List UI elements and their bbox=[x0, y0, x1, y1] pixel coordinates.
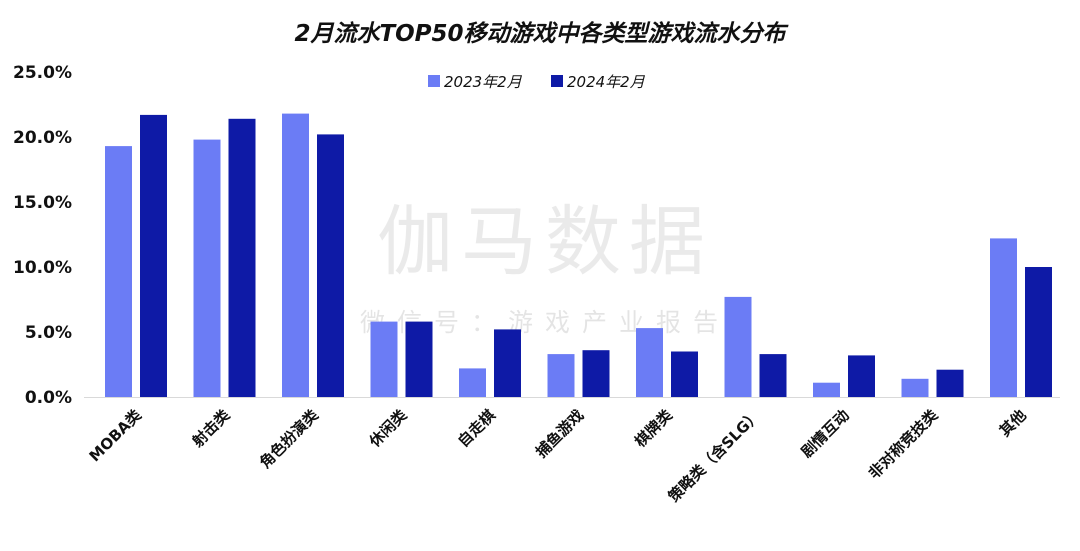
legend-swatch-2024 bbox=[551, 75, 563, 87]
bar-2024-8 bbox=[848, 355, 875, 397]
bar-2024-9 bbox=[936, 369, 964, 397]
x-category-label: 射击类 bbox=[188, 405, 234, 451]
x-category-label: 非对称竞技类 bbox=[865, 405, 942, 482]
y-axis-ticks: 0.0% 5.0% 10.0% 15.0% 20.0% 25.0% bbox=[13, 63, 72, 408]
bar-2023-1 bbox=[193, 139, 221, 397]
bar-2024-6 bbox=[671, 351, 698, 397]
x-category-label: 剧情互动 bbox=[798, 406, 853, 461]
bar-2024-7 bbox=[759, 354, 787, 397]
x-axis-labels: MOBA类 射击类 角色扮演类 休闲类 自走棋 捕鱼游戏 棋牌类策略类（含SLG） 剧情互动非… bbox=[86, 405, 1030, 506]
bar-2023-7 bbox=[724, 296, 752, 397]
x-category-label: 棋牌类 bbox=[631, 405, 676, 450]
x-category-label: 捕鱼游戏 bbox=[532, 406, 587, 461]
bar-2024-1 bbox=[228, 118, 256, 398]
bar-2023-9 bbox=[901, 378, 929, 397]
bar-2023-8 bbox=[813, 382, 840, 397]
bar-2023-0 bbox=[105, 146, 132, 397]
y-tick-label: 5.0% bbox=[25, 323, 72, 343]
chart-title: 2月流水TOP50移动游戏中各类型游戏流水分布 bbox=[294, 21, 789, 47]
bar-2024-2 bbox=[317, 134, 344, 397]
bar-2023-6 bbox=[636, 328, 663, 397]
x-category-label: 角色扮演类 bbox=[256, 405, 322, 471]
x-category-label: 休闲类 bbox=[365, 405, 411, 451]
y-tick-label: 0.0% bbox=[25, 388, 72, 408]
legend-swatch-2023 bbox=[428, 75, 440, 87]
bar-2023-2 bbox=[282, 113, 309, 397]
bar-2023-3 bbox=[370, 321, 398, 397]
bars bbox=[105, 113, 1052, 398]
x-category-label: 其他 bbox=[996, 406, 1030, 440]
bar-2023-10 bbox=[990, 238, 1017, 397]
x-category-label: 策略类（含SLG） bbox=[664, 406, 764, 506]
x-category-label: MOBA类 bbox=[86, 405, 146, 465]
legend: 2023年2月 2024年2月 bbox=[428, 73, 646, 91]
bar-2024-3 bbox=[405, 321, 433, 397]
bar-2024-4 bbox=[494, 329, 521, 397]
bar-2023-5 bbox=[547, 354, 575, 397]
watermark-main: 伽马数据 bbox=[377, 197, 713, 286]
legend-label-2023: 2023年2月 bbox=[444, 73, 523, 91]
x-category-label: 自走棋 bbox=[454, 406, 499, 451]
y-tick-label: 10.0% bbox=[13, 258, 72, 278]
y-tick-label: 25.0% bbox=[13, 63, 72, 83]
bar-2024-10 bbox=[1025, 267, 1052, 397]
legend-label-2024: 2024年2月 bbox=[567, 73, 646, 91]
bar-2024-5 bbox=[582, 350, 610, 397]
y-tick-label: 15.0% bbox=[13, 193, 72, 213]
y-tick-label: 20.0% bbox=[13, 128, 72, 148]
bar-2023-4 bbox=[459, 368, 486, 397]
bar-2024-0 bbox=[140, 114, 167, 398]
